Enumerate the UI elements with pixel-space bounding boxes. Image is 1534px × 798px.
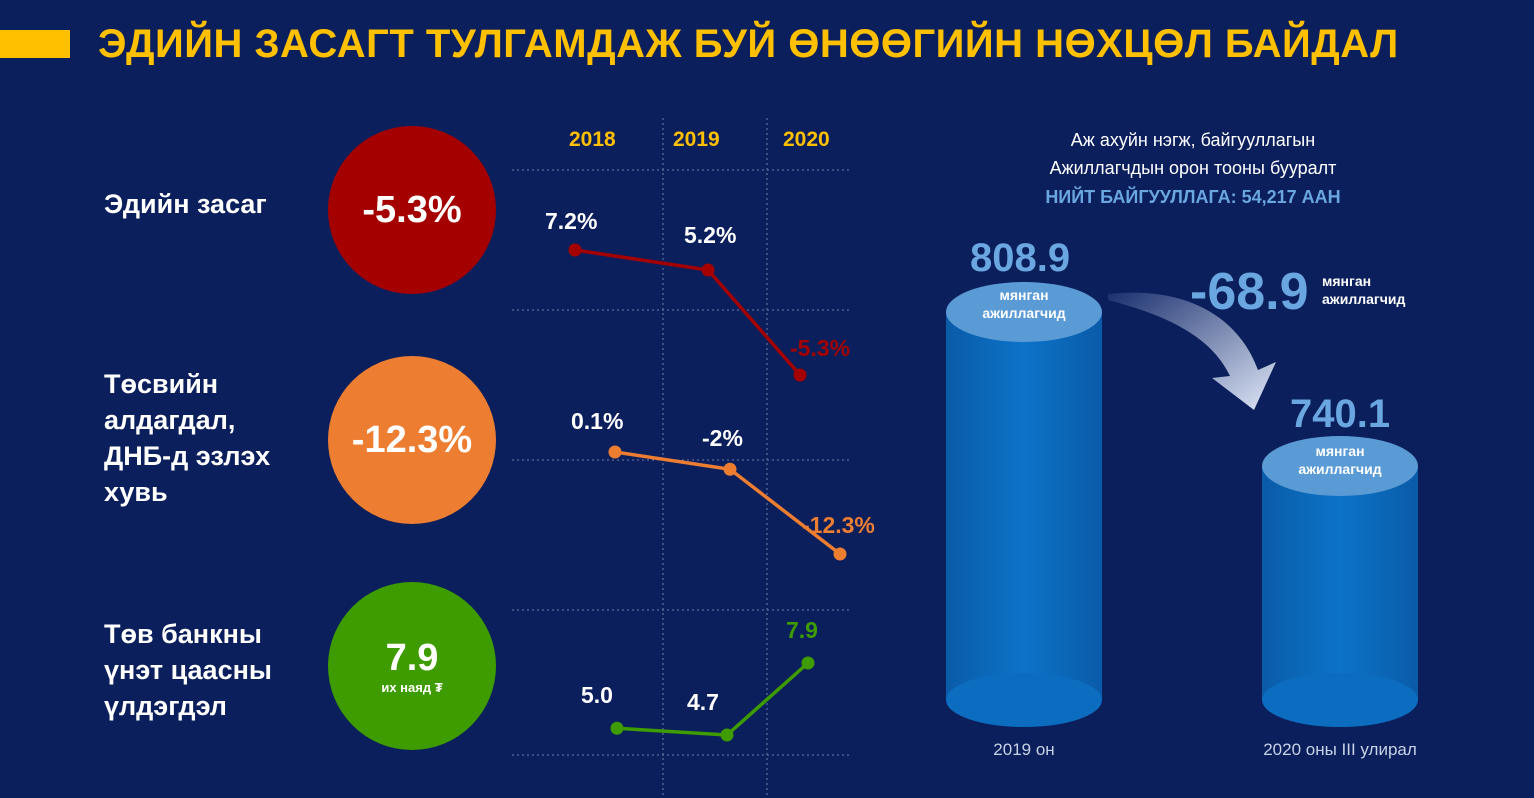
budget-point-2020	[833, 547, 847, 561]
row-label-budget: Төсвийн алдагдал, ДНБ-д эзлэх хувь	[104, 369, 271, 507]
cylinder-2019-top	[946, 282, 1102, 342]
bank-circle: 7.9 их наяд ₮	[328, 582, 496, 750]
delta-unit-line2: ажиллагчид	[1322, 291, 1406, 307]
unit-label-2019: мянган ажиллагчид	[964, 286, 1084, 322]
economy-point-2020	[793, 368, 807, 382]
total-organizations-label: НИЙТ БАЙГУУЛЛАГА:	[1045, 187, 1237, 207]
bank-label-2020: 7.9	[786, 617, 818, 643]
year-label-2018: 2018	[569, 128, 616, 151]
unit-label-2019-line1: мянган	[999, 287, 1049, 303]
budget-point-2018	[608, 445, 622, 459]
budget-label-2018: 0.1%	[571, 408, 624, 434]
bank-circle-unit: их наяд ₮	[381, 679, 443, 695]
economy-label-2019: 5.2%	[684, 222, 737, 248]
period-label-2019: 2019 он	[993, 740, 1055, 759]
info-line-2: Ажиллагчдын орон тооны бууралт	[1049, 158, 1337, 178]
decrease-arrow-icon	[1108, 292, 1276, 410]
cylinder-2019	[946, 282, 1102, 727]
total-organizations-value: 54,217 ААН	[1241, 187, 1341, 207]
year-label-2019: 2019	[673, 128, 720, 151]
bank-label-2018: 5.0	[581, 682, 613, 709]
page-title: ЭДИЙН ЗАСАГТ ТУЛГАМДАЖ БУЙ ӨНӨӨГИЙН НӨХЦ…	[98, 22, 1399, 66]
unit-label-2020-line2: ажиллагчид	[1298, 461, 1382, 477]
bank-label-2019: 4.7	[687, 689, 719, 715]
budget-label-2019: -2%	[702, 425, 743, 452]
budget-circle-value: -12.3%	[351, 419, 473, 461]
economy-point-2018	[568, 243, 582, 257]
delta-unit: мянган ажиллагчид	[1322, 272, 1405, 308]
row-label-bank: Төв банкны үнэт цаасны үлдэгдэл	[104, 619, 272, 721]
row-label-economy: Эдийн засаг	[104, 189, 267, 219]
economy-label-2018: 7.2%	[545, 208, 598, 234]
budget-label-2020: -12.3%	[802, 512, 875, 538]
economy-label-2020: -5.3%	[790, 335, 851, 361]
economy-point-2019	[701, 263, 715, 277]
line-series-layer	[568, 243, 847, 742]
year-label-2020: 2020	[783, 128, 830, 151]
unit-label-2019-line2: ажиллагчид	[982, 305, 1066, 321]
total-organizations: НИЙТ БАЙГУУЛЛАГА: 54,217 ААН	[1013, 187, 1373, 208]
bank-circle-value: 7.9	[385, 636, 439, 679]
bank-point-2019	[720, 728, 734, 742]
delta-unit-line1: мянган	[1322, 273, 1372, 289]
value-2020: 740.1	[1290, 392, 1391, 436]
cylinder-2020-top	[1262, 436, 1418, 496]
economy-circle: -5.3%	[328, 126, 496, 294]
cylinder-2020-body	[1262, 466, 1418, 700]
budget-circle: -12.3%	[328, 356, 496, 524]
title-accent-bar	[0, 30, 70, 58]
cylinder-2019-body	[946, 312, 1102, 700]
bank-point-2018	[610, 721, 624, 735]
delta-value: -68.9	[1190, 263, 1309, 321]
period-label-2020: 2020 оны III улирал	[1263, 740, 1417, 759]
value-2019: 808.9	[970, 236, 1071, 280]
cylinder-2020-bottom	[1262, 673, 1418, 727]
info-line-1: Аж ахуйн нэгж, байгууллагын	[1070, 130, 1316, 150]
economy-circle-value: -5.3%	[362, 189, 462, 231]
bank-point-2020	[801, 656, 815, 670]
budget-point-2019	[723, 462, 737, 476]
unit-label-2020-line1: мянган	[1315, 443, 1365, 459]
cylinder-2020	[1262, 436, 1418, 727]
unit-label-2020: мянган ажиллагчид	[1280, 442, 1400, 478]
cylinder-2019-bottom	[946, 673, 1102, 727]
